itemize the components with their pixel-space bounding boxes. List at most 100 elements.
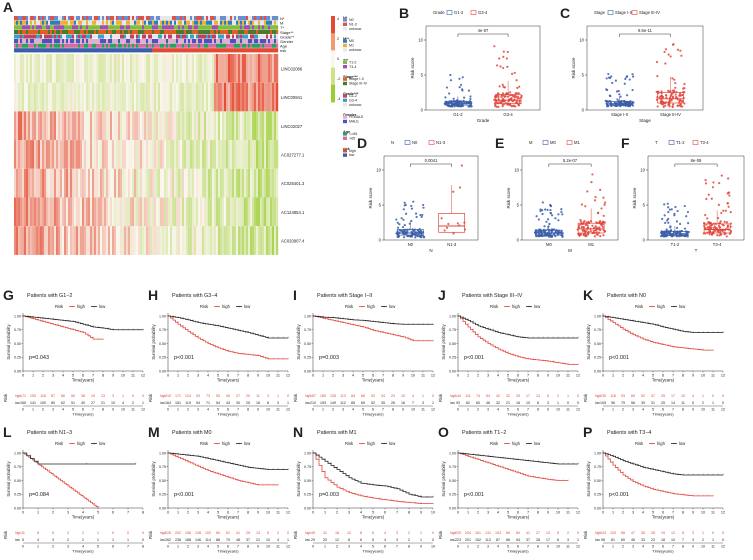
annotation-cell bbox=[262, 39, 265, 44]
heatmap-cell-bg bbox=[222, 54, 225, 83]
heatmap-cell-bg bbox=[230, 111, 233, 141]
annotation-cell bbox=[108, 25, 111, 30]
annotation-cell bbox=[168, 20, 171, 25]
y-tick-label: 0.00 bbox=[14, 369, 21, 373]
heatmap-cell bbox=[240, 226, 243, 255]
annotation-cell bbox=[48, 29, 51, 34]
annotation-cell bbox=[128, 43, 131, 48]
heatmap-cell bbox=[258, 111, 261, 141]
heatmap-cell-bg bbox=[24, 54, 27, 83]
heatmap-cell-bg bbox=[84, 168, 87, 198]
annotation-cell bbox=[172, 25, 175, 30]
heatmap-cell-bg bbox=[272, 54, 275, 83]
heatmap-cell-bg bbox=[30, 54, 33, 83]
heatmap-cell-bg bbox=[234, 226, 237, 255]
heatmap-cell bbox=[94, 140, 97, 169]
heatmap-cell bbox=[46, 226, 49, 255]
heatmap-cell-bg bbox=[186, 111, 189, 141]
risk-count-high: 25 bbox=[516, 394, 520, 398]
annotation-cell bbox=[156, 39, 159, 44]
data-point bbox=[537, 218, 540, 221]
risk-count-low: 21 bbox=[506, 401, 510, 405]
data-point bbox=[422, 206, 425, 209]
annotation-cell bbox=[26, 34, 29, 39]
risk-x-tick-label: 3 bbox=[632, 408, 634, 412]
annotation-cell bbox=[88, 39, 91, 44]
heatmap-cell-bg bbox=[158, 197, 161, 227]
heatmap-cell bbox=[74, 168, 77, 198]
annotation-cell bbox=[240, 29, 243, 34]
heatmap-cell bbox=[30, 226, 33, 255]
heatmap-cell bbox=[134, 83, 136, 112]
data-point bbox=[668, 105, 671, 108]
heatmap-cell-bg bbox=[146, 140, 149, 169]
heatmap-cell-bg bbox=[140, 111, 143, 141]
heatmap-cell bbox=[192, 197, 195, 227]
heatmap-cell-bg bbox=[182, 168, 185, 198]
annotation-cell bbox=[172, 43, 175, 48]
heatmap-cell-bg bbox=[126, 140, 129, 169]
annotation-cell bbox=[78, 39, 81, 44]
heatmap-cell-bg bbox=[78, 54, 81, 83]
annotation-cell bbox=[140, 25, 143, 30]
data-point bbox=[714, 229, 717, 232]
x-axis-label: Time(years) bbox=[652, 378, 675, 383]
annotation-cell bbox=[30, 43, 33, 48]
annotation-cell bbox=[106, 43, 109, 48]
heatmap-cell-bg bbox=[220, 54, 223, 83]
annotation-cell bbox=[76, 34, 79, 39]
heatmap-cell bbox=[56, 226, 59, 255]
annotation-cell bbox=[274, 25, 277, 30]
heatmap-cell-bg bbox=[44, 226, 47, 255]
heatmap-cell bbox=[276, 54, 279, 83]
heatmap-cell bbox=[90, 140, 93, 169]
heatmap-cell bbox=[246, 111, 249, 141]
annotation-cell bbox=[154, 39, 157, 44]
heatmap-cell-bg bbox=[110, 226, 113, 255]
data-point bbox=[615, 90, 619, 93]
heatmap-cell-bg bbox=[126, 168, 129, 198]
heatmap-cell-bg bbox=[228, 168, 231, 198]
annotation-cell bbox=[272, 43, 275, 48]
heatmap-cell-bg bbox=[276, 111, 279, 141]
risk-count-high: 32 bbox=[506, 394, 510, 398]
heatmap-cell-bg bbox=[104, 226, 107, 255]
annotation-cell bbox=[106, 29, 109, 34]
heatmap-cell-bg bbox=[138, 54, 141, 83]
data-point bbox=[680, 54, 683, 57]
risk-count-low: 43 bbox=[226, 401, 230, 405]
heatmap-cell-bg bbox=[244, 226, 247, 255]
x-tick-label: 1 bbox=[37, 511, 39, 515]
heatmap-cell bbox=[234, 197, 237, 227]
data-point bbox=[414, 236, 417, 239]
annotation-cell bbox=[184, 25, 187, 30]
annotation-cell bbox=[170, 39, 173, 44]
data-point bbox=[502, 66, 505, 70]
heatmap-cell bbox=[70, 140, 73, 169]
data-point bbox=[718, 226, 721, 229]
annotation-cell bbox=[152, 25, 155, 30]
annotation-cell bbox=[36, 16, 39, 21]
annotation-cell bbox=[224, 34, 227, 39]
data-point bbox=[670, 208, 673, 211]
annotation-cell bbox=[200, 29, 203, 34]
risk-count-high: 2 bbox=[82, 531, 84, 535]
scale-label: 4 bbox=[337, 17, 339, 21]
heatmap-cell bbox=[176, 83, 178, 112]
data-point bbox=[444, 96, 447, 99]
annotation-cell bbox=[234, 34, 237, 39]
legend-label: high bbox=[222, 441, 231, 446]
heatmap-cell bbox=[150, 197, 153, 227]
heatmap-cell-bg bbox=[146, 82, 149, 112]
heatmap-cell bbox=[46, 168, 49, 198]
heatmap-cell bbox=[242, 111, 245, 141]
annotation-cell bbox=[192, 16, 195, 21]
y-tick-label: 0.25 bbox=[14, 356, 21, 360]
heatmap-cell bbox=[270, 82, 273, 112]
annotation-cell bbox=[236, 39, 239, 44]
heatmap-cell-bg bbox=[206, 168, 209, 198]
heatmap-cell-bg bbox=[178, 197, 181, 227]
heatmap-cell bbox=[202, 168, 205, 198]
y-axis-label: Survival probability bbox=[441, 324, 446, 360]
heatmap-cell-bg bbox=[124, 54, 127, 83]
